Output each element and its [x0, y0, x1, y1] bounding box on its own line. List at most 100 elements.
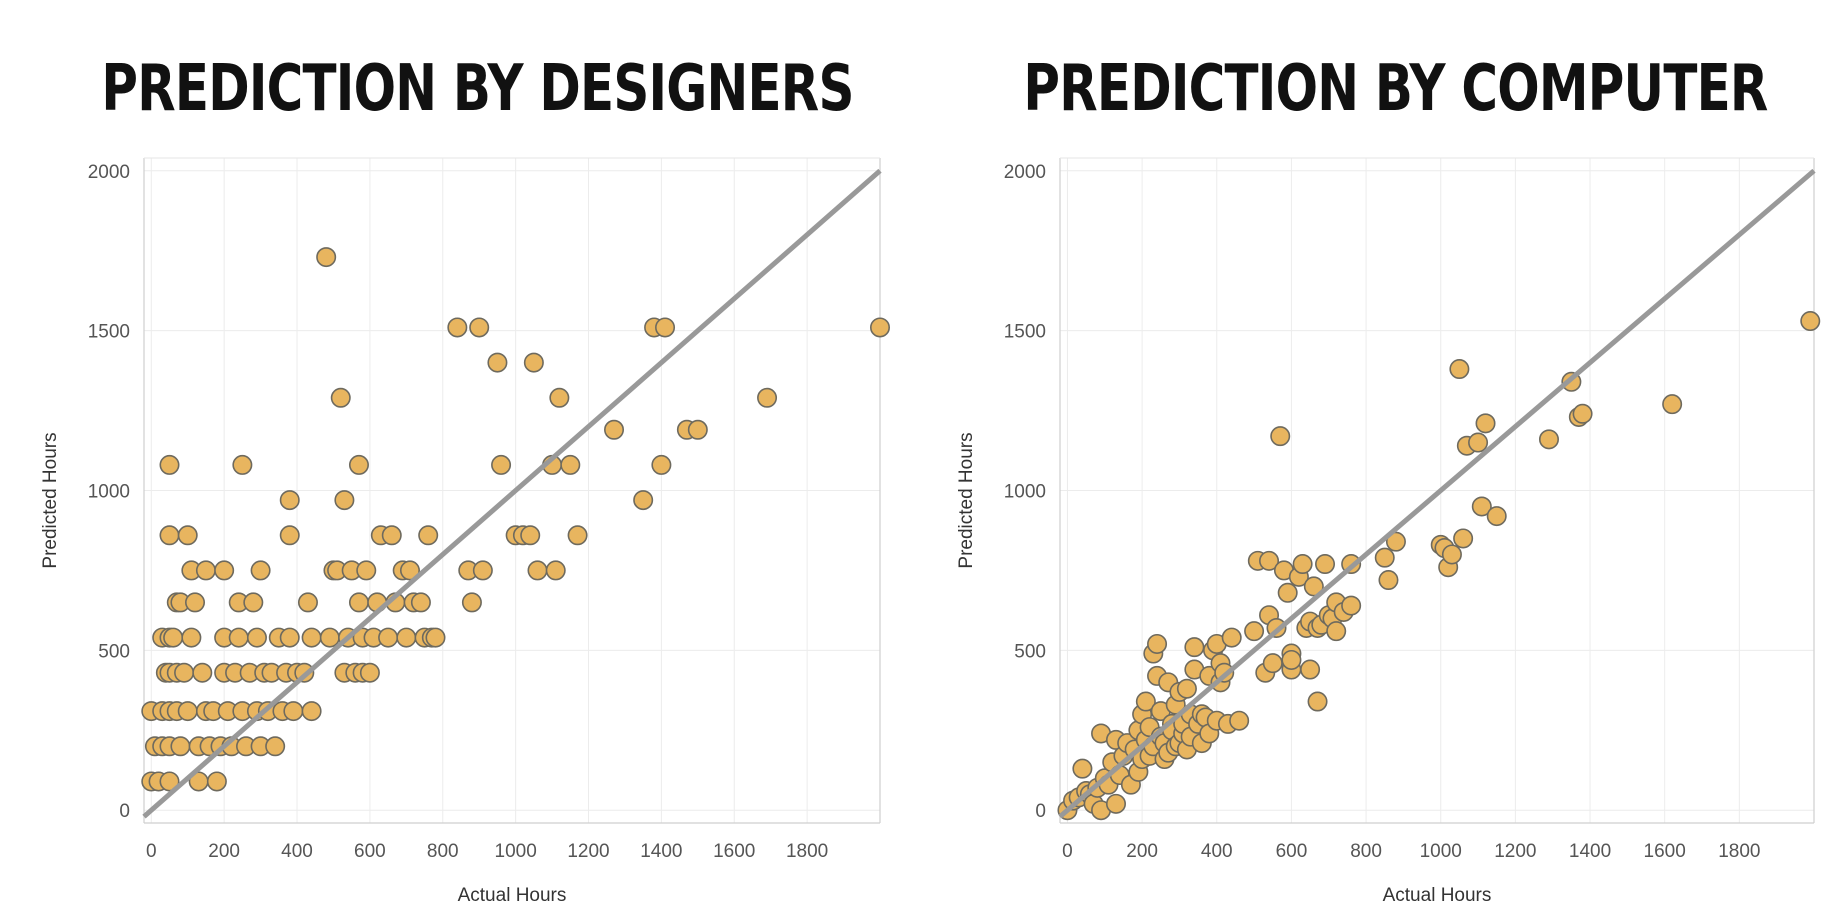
data-point	[159, 525, 180, 546]
data-point	[604, 419, 625, 440]
data-point	[1270, 426, 1291, 447]
data-point	[1475, 413, 1496, 434]
data-point	[301, 701, 322, 722]
data-point	[232, 454, 253, 475]
data-point	[381, 525, 402, 546]
data-points	[1057, 311, 1821, 821]
data-point	[283, 701, 304, 722]
data-point	[1538, 429, 1559, 450]
x-tick-label: 1800	[786, 841, 828, 862]
data-point	[1176, 678, 1197, 699]
data-point	[246, 627, 267, 648]
data-point	[359, 662, 380, 683]
chart-panel-computer: PREDICTION BY COMPUTER 0 200 400 600 800 1000…	[922, 0, 1844, 914]
data-point	[1441, 544, 1462, 565]
data-point	[1277, 582, 1298, 603]
data-point	[1572, 403, 1593, 424]
data-point	[1326, 621, 1347, 642]
x-axis-title: Actual Hours	[1383, 885, 1492, 906]
x-tick-label: 0	[1062, 841, 1073, 862]
data-point	[1374, 547, 1395, 568]
data-point	[545, 560, 566, 581]
data-point	[520, 525, 541, 546]
data-point	[472, 560, 493, 581]
x-tick-label: 1200	[1494, 841, 1536, 862]
y-tick-label: 500	[1014, 641, 1046, 662]
data-point	[1262, 653, 1283, 674]
data-point	[1378, 570, 1399, 591]
reference-line	[142, 168, 882, 819]
data-point	[330, 387, 351, 408]
data-point	[425, 627, 446, 648]
data-point	[1221, 627, 1242, 648]
data-point	[195, 560, 216, 581]
data-point	[487, 352, 508, 373]
data-point	[301, 627, 322, 648]
data-point	[527, 560, 548, 581]
data-point	[469, 317, 490, 338]
y-tick-label: 0	[1035, 801, 1046, 822]
x-tick-label: 600	[354, 841, 386, 862]
data-point	[206, 771, 227, 792]
y-tick-label: 2000	[1004, 162, 1046, 183]
x-axis-title: Actual Hours	[458, 885, 567, 906]
x-tick-label: 400	[281, 841, 313, 862]
data-point	[1303, 576, 1324, 597]
data-point	[1072, 758, 1093, 779]
data-point	[177, 701, 198, 722]
data-point	[560, 454, 581, 475]
data-point	[1662, 394, 1683, 415]
data-point	[1486, 506, 1507, 527]
data-point	[523, 352, 544, 373]
data-point	[1292, 554, 1313, 575]
x-tick-label: 200	[208, 841, 240, 862]
data-point	[378, 627, 399, 648]
x-tick-label: 1000	[1420, 841, 1462, 862]
data-point	[549, 387, 570, 408]
data-point	[757, 387, 778, 408]
data-point	[174, 662, 195, 683]
y-tick-label: 500	[98, 641, 130, 662]
chart-title: PREDICTION BY COMPUTER	[1023, 52, 1768, 126]
data-point	[243, 592, 264, 613]
data-point	[1105, 793, 1126, 814]
data-point	[185, 592, 206, 613]
data-point	[655, 317, 676, 338]
data-point	[418, 525, 439, 546]
data-point	[159, 454, 180, 475]
data-point	[170, 736, 191, 757]
data-point	[1453, 528, 1474, 549]
x-tick-label: 400	[1201, 841, 1233, 862]
x-tick-label: 800	[427, 841, 459, 862]
x-tick-label: 1800	[1718, 841, 1760, 862]
data-point	[279, 627, 300, 648]
data-point	[356, 560, 377, 581]
data-point	[447, 317, 468, 338]
x-tick-label: 1200	[567, 841, 609, 862]
data-point	[651, 454, 672, 475]
x-tick-label: 1600	[1644, 841, 1686, 862]
data-point	[192, 662, 213, 683]
chart-panel-designers: PREDICTION BY DESIGNERS 0 200 400 600 800 100…	[40, 52, 890, 906]
data-point	[1147, 633, 1168, 654]
reference-line	[1058, 168, 1816, 819]
data-point	[159, 771, 180, 792]
x-tick-label: 1400	[1569, 841, 1611, 862]
data-point	[633, 490, 654, 511]
data-point	[181, 627, 202, 648]
data-point	[348, 454, 369, 475]
y-tick-label: 1000	[88, 482, 130, 503]
data-point	[687, 419, 708, 440]
data-point	[491, 454, 512, 475]
data-point	[279, 525, 300, 546]
data-point	[316, 247, 337, 268]
data-point	[1244, 621, 1265, 642]
data-point	[1281, 649, 1302, 670]
data-point	[1471, 496, 1492, 517]
chart-title: PREDICTION BY DESIGNERS	[101, 52, 854, 126]
data-point	[1300, 659, 1321, 680]
data-point	[869, 317, 890, 338]
x-tick-label: 200	[1126, 841, 1158, 862]
data-point	[228, 627, 249, 648]
data-point	[214, 560, 235, 581]
